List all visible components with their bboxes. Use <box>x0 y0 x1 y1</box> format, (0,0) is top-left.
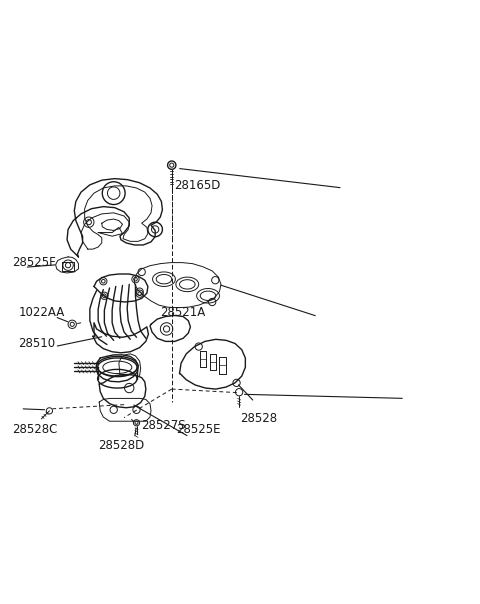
Text: 28165D: 28165D <box>174 179 220 193</box>
Text: 28525E: 28525E <box>176 423 220 436</box>
Text: 28525F: 28525F <box>12 256 56 269</box>
Text: 28527S: 28527S <box>141 419 185 432</box>
Text: 28528: 28528 <box>240 411 277 425</box>
Text: 28510: 28510 <box>18 337 56 350</box>
Text: 28528C: 28528C <box>12 423 58 436</box>
Text: 1022AA: 1022AA <box>18 306 65 319</box>
Text: 28528D: 28528D <box>98 439 144 452</box>
Text: 28521A: 28521A <box>160 306 205 319</box>
